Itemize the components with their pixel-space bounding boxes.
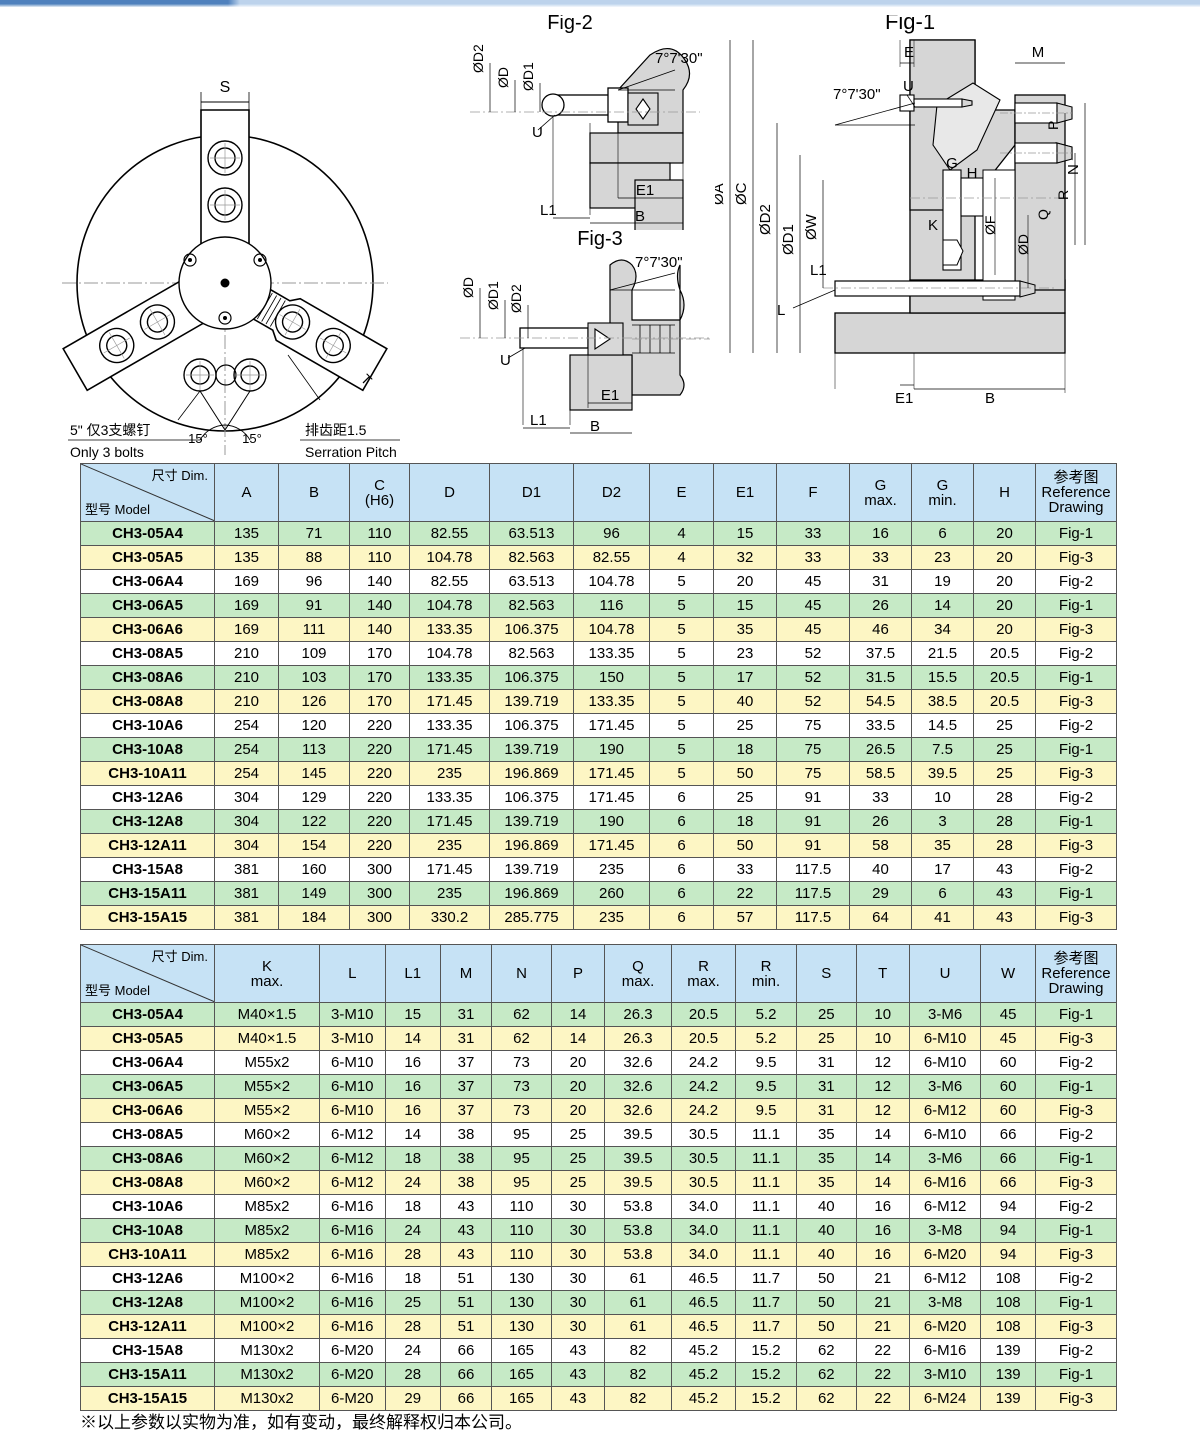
svg-text:R: R [1055,190,1071,200]
svg-text:ØA: ØA [715,183,727,205]
svg-text:15°: 15° [242,431,262,446]
svg-text:S: S [220,79,231,96]
svg-text:G: G [946,155,958,172]
svg-text:E1: E1 [636,182,654,199]
svg-text:ØD1: ØD1 [485,281,501,310]
svg-text:7°7'30": 7°7'30" [655,50,703,67]
svg-text:L1: L1 [810,262,827,279]
svg-text:U: U [500,352,511,369]
svg-text:ØD: ØD [495,67,511,88]
svg-text:ØD: ØD [1015,234,1031,255]
svg-text:ØD2: ØD2 [470,44,486,73]
svg-text:B: B [590,418,600,435]
svg-text:M: M [1032,44,1045,61]
svg-text:E1: E1 [601,387,619,404]
svg-text:ØD: ØD [460,277,476,298]
svg-text:ØD2: ØD2 [757,204,774,235]
svg-text:ØD1: ØD1 [520,62,536,91]
svg-text:L1: L1 [540,202,557,219]
svg-text:L: L [777,302,785,319]
svg-text:7°7'30": 7°7'30" [833,86,881,103]
svg-text:B: B [985,390,995,407]
svg-text:5" 仅3支螺钉: 5" 仅3支螺钉 [70,422,150,438]
svg-text:E1: E1 [895,390,913,407]
svg-text:N: N [1065,164,1082,175]
svg-text:E: E [904,44,914,61]
svg-text:15°: 15° [188,431,208,446]
svg-text:ØF: ØF [982,216,998,235]
svg-text:Fig-2: Fig-2 [547,15,593,34]
svg-text:U: U [532,124,543,141]
svg-text:ØW: ØW [803,213,820,240]
svg-text:H: H [967,165,978,182]
svg-text:L1: L1 [530,412,547,429]
svg-text:Q: Q [1035,209,1051,220]
svg-text:ØD2: ØD2 [508,284,524,313]
svg-text:ØC: ØC [733,182,750,205]
svg-text:Only 3 bolts: Only 3 bolts [70,444,144,460]
svg-text:Fig-1: Fig-1 [885,15,935,34]
svg-text:排齿距1.5: 排齿距1.5 [305,422,367,438]
svg-text:P: P [1045,121,1061,130]
svg-text:B: B [635,208,645,225]
svg-text:Serration Pitch: Serration Pitch [305,444,397,460]
svg-text:ØD1: ØD1 [780,224,797,255]
svg-text:U: U [903,78,914,95]
svg-text:Fig-3: Fig-3 [577,228,623,250]
svg-text:7°7'30": 7°7'30" [635,254,683,271]
svg-text:K: K [928,217,938,234]
